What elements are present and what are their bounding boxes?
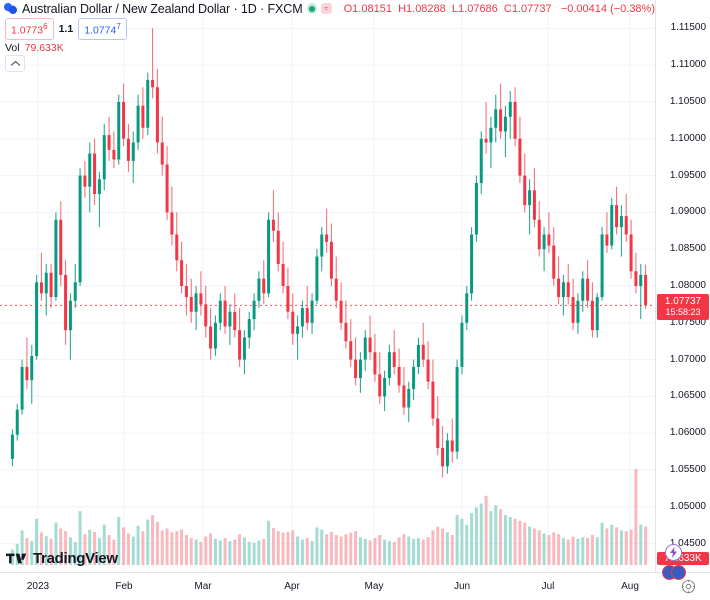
price-tick: 1.07500 [669,316,706,328]
time-tick: 2023 [26,581,50,592]
time-tick: Feb [115,581,133,592]
collapse-pane-button[interactable] [5,55,25,72]
lightning-bolt-icon [670,547,677,558]
chart-plot-area[interactable] [0,0,655,572]
go-to-realtime-button[interactable] [662,565,686,581]
chart-settings-button[interactable] [681,579,696,594]
price-tick: 1.08000 [669,280,706,291]
price-tick: 1.11000 [670,59,706,71]
gear-icon [681,579,696,594]
price-tick: 1.05000 [669,500,706,512]
current-price-badge[interactable]: 1.07737 15:58:23 [657,294,709,321]
chart-canvas[interactable] [0,0,655,572]
time-tick: Jun [453,581,471,592]
price-tick: 1.09000 [669,206,706,218]
realtime-circle-right-icon [671,565,686,580]
price-tick: 1.04500 [669,537,706,549]
price-tick: 1.07000 [669,353,706,365]
time-tick: Jul [541,581,555,592]
chevron-up-icon [10,60,20,66]
price-axis[interactable]: 1.11500 1.11000 1.10500 1.10000 1.09500 1.090… [655,0,710,572]
price-tick: 1.10000 [669,132,706,144]
time-tick: Mar [194,581,212,592]
time-axis[interactable]: 2023 Feb Mar Apr May Jun Jul Aug [0,572,710,600]
price-tick: 1.05500 [669,464,706,475]
price-tick: 1.11500 [670,22,706,34]
time-tick: Aug [621,581,639,592]
time-tick: Apr [284,581,300,592]
lightning-bolt-button[interactable] [665,544,682,561]
price-tick: 1.08500 [669,243,706,255]
price-tick: 1.10500 [669,96,706,107]
price-tick: 1.06500 [669,390,706,402]
price-tick: 1.06000 [669,427,706,439]
time-tick: May [364,581,384,592]
price-tick: 1.09500 [669,169,706,181]
